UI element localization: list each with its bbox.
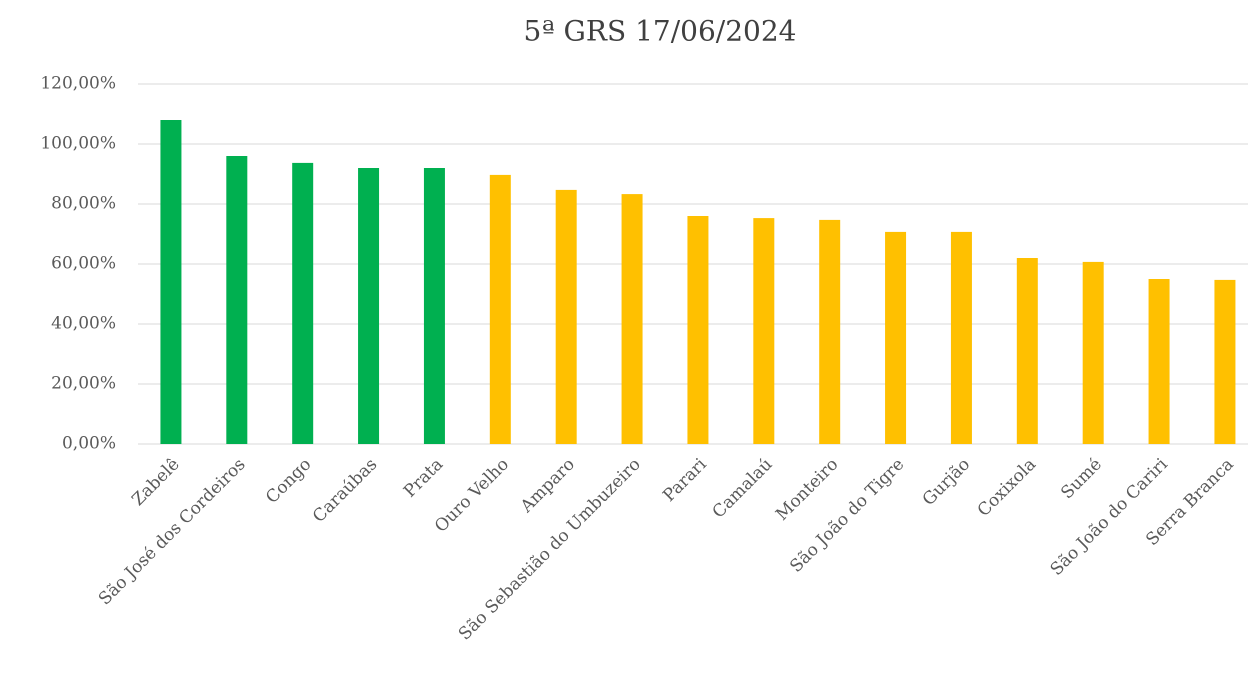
x-tick-label: Zabelê	[128, 455, 183, 510]
x-tick-label: Gurjão	[919, 455, 974, 510]
y-tick-label: 120,00%	[40, 74, 116, 94]
bar	[819, 219, 841, 444]
bar	[687, 216, 709, 444]
bar	[1148, 279, 1170, 444]
x-tick-label: Camalaú	[709, 455, 777, 523]
x-tick-label: São João do Tigre	[786, 455, 908, 577]
bar	[292, 162, 314, 444]
x-tick-label: Prata	[400, 455, 447, 502]
y-tick-label: 20,00%	[51, 374, 116, 394]
x-tick-label: São João do Cariri	[1047, 454, 1173, 580]
y-tick-label: 100,00%	[40, 134, 116, 154]
bar	[950, 231, 972, 444]
bar	[621, 194, 643, 444]
x-tick-label: Caraúbas	[309, 455, 381, 527]
x-tick-label: Coxixola	[974, 455, 1040, 521]
bar	[753, 218, 775, 444]
chart-title: 5ª GRS 17/06/2024	[524, 15, 797, 48]
bar	[1016, 258, 1038, 444]
x-tick-label: Congo	[262, 455, 315, 508]
y-tick-label: 0,00%	[62, 434, 116, 454]
bar	[555, 189, 577, 444]
x-tick-label: Monteiro	[772, 455, 842, 525]
bar	[1214, 279, 1236, 444]
y-tick-label: 80,00%	[51, 194, 116, 214]
x-tick-label: Sumé	[1057, 455, 1106, 504]
bar	[358, 168, 380, 444]
y-tick-label: 40,00%	[51, 314, 116, 334]
bar	[885, 231, 907, 444]
bar	[489, 174, 511, 444]
bar	[160, 120, 182, 444]
bar	[1082, 261, 1104, 444]
y-tick-label: 60,00%	[51, 254, 116, 274]
bar	[226, 156, 248, 444]
x-tick-label: Amparo	[516, 455, 579, 518]
x-tick-label: Parari	[659, 454, 711, 506]
bar	[423, 168, 445, 444]
